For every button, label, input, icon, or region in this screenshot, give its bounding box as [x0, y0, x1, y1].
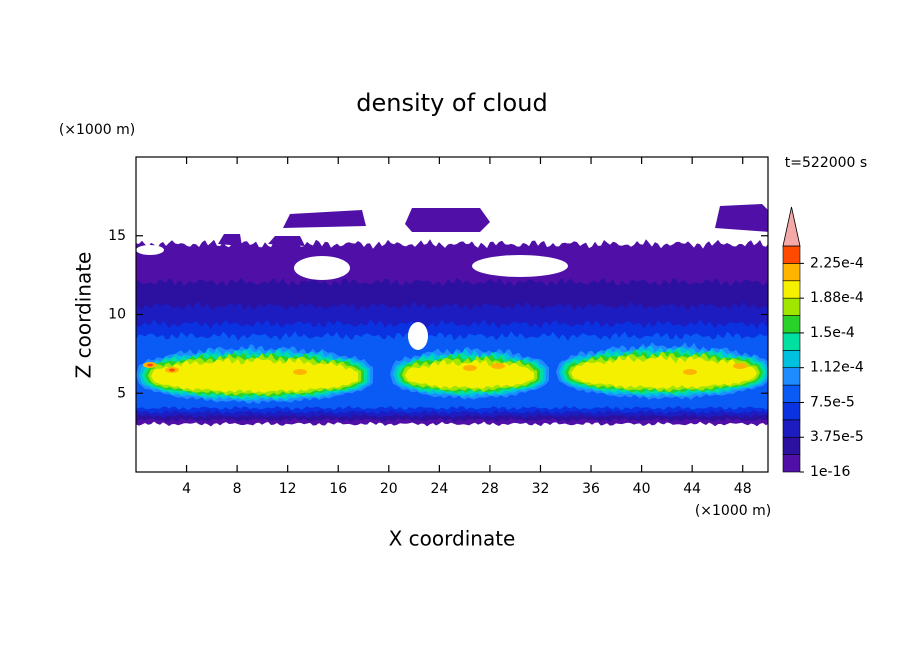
chart-title: density of cloud	[356, 89, 547, 117]
colorbar-label: 3.75e-5	[810, 429, 864, 445]
colorbar-box	[782, 263, 801, 282]
colorbar-label: 1.5e-4	[810, 325, 855, 341]
x-tick-label: 20	[380, 481, 398, 497]
contour-band	[218, 234, 242, 246]
x-tick-label: 28	[481, 481, 499, 497]
colorbar-label: 1e-16	[810, 464, 850, 480]
contour-band	[571, 355, 757, 389]
contour-band	[268, 236, 305, 246]
contour-band	[683, 369, 697, 375]
contour-band	[463, 365, 477, 371]
colorbar-box	[782, 332, 801, 351]
clear-region	[294, 256, 350, 280]
x-tick-label: 8	[233, 481, 242, 497]
contour-band	[715, 204, 768, 232]
x-tick-label: 44	[683, 481, 701, 497]
colorbar-box	[782, 367, 801, 386]
x-tick-label: 32	[532, 481, 550, 497]
x-tick-label: 24	[430, 481, 448, 497]
x-tick-label: 36	[582, 481, 600, 497]
colorbar-label: 1.88e-4	[810, 290, 864, 306]
x-tick-label: 4	[182, 481, 191, 497]
colorbar-label: 2.25e-4	[810, 255, 864, 271]
y-tick-label: 10	[108, 307, 126, 323]
colorbar-box	[782, 245, 801, 264]
x-tick-label: 16	[329, 481, 347, 497]
contour-band	[169, 368, 175, 372]
colorbar-box	[782, 384, 801, 403]
contour-band	[405, 208, 490, 232]
contour-band	[733, 363, 747, 369]
contour-field	[136, 204, 768, 427]
colorbar-label: 7.5e-5	[810, 394, 855, 410]
colorbar-box	[782, 419, 801, 438]
colorbar-box	[782, 402, 801, 421]
x-axis-label: X coordinate	[389, 527, 516, 551]
colorbar-box	[782, 436, 801, 455]
y-unit: (×1000 m)	[59, 122, 135, 138]
time-label: t=522000 s	[785, 155, 867, 171]
colorbar-box	[782, 315, 801, 334]
contour-band	[293, 369, 307, 375]
y-axis-label: Z coordinate	[72, 252, 96, 379]
colorbar-box	[782, 280, 801, 299]
clear-region	[408, 322, 428, 350]
x-unit: (×1000 m)	[695, 503, 771, 519]
colorbar-label: 1.12e-4	[810, 360, 864, 376]
y-tick-label: 5	[117, 385, 126, 401]
y-tick-label: 15	[108, 228, 126, 244]
contour-band	[147, 363, 153, 367]
contour-band	[283, 210, 366, 228]
x-tick-label: 12	[279, 481, 297, 497]
colorbar-over	[782, 206, 801, 247]
clear-region	[136, 245, 164, 255]
plot-frame	[135, 156, 769, 473]
contour-band	[151, 357, 358, 393]
contour-band	[491, 363, 505, 369]
clear-region	[472, 255, 568, 277]
x-tick-label: 48	[734, 481, 752, 497]
colorbar-box	[782, 350, 801, 368]
colorbar-box	[782, 454, 801, 473]
colorbar-box	[782, 297, 801, 316]
x-tick-label: 40	[633, 481, 651, 497]
